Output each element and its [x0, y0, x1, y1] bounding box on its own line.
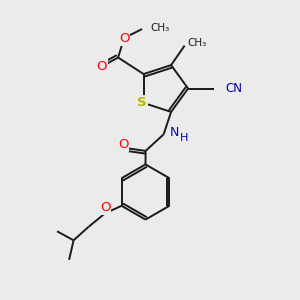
- Text: CN: CN: [225, 82, 242, 95]
- Text: O: O: [96, 60, 107, 73]
- Text: CH₃: CH₃: [188, 38, 207, 48]
- Text: CH₃: CH₃: [151, 22, 170, 32]
- Text: H: H: [180, 133, 188, 143]
- Text: O: O: [118, 138, 128, 151]
- Text: S: S: [137, 97, 147, 110]
- Text: N: N: [170, 126, 180, 140]
- Text: O: O: [119, 32, 129, 44]
- Text: O: O: [100, 201, 110, 214]
